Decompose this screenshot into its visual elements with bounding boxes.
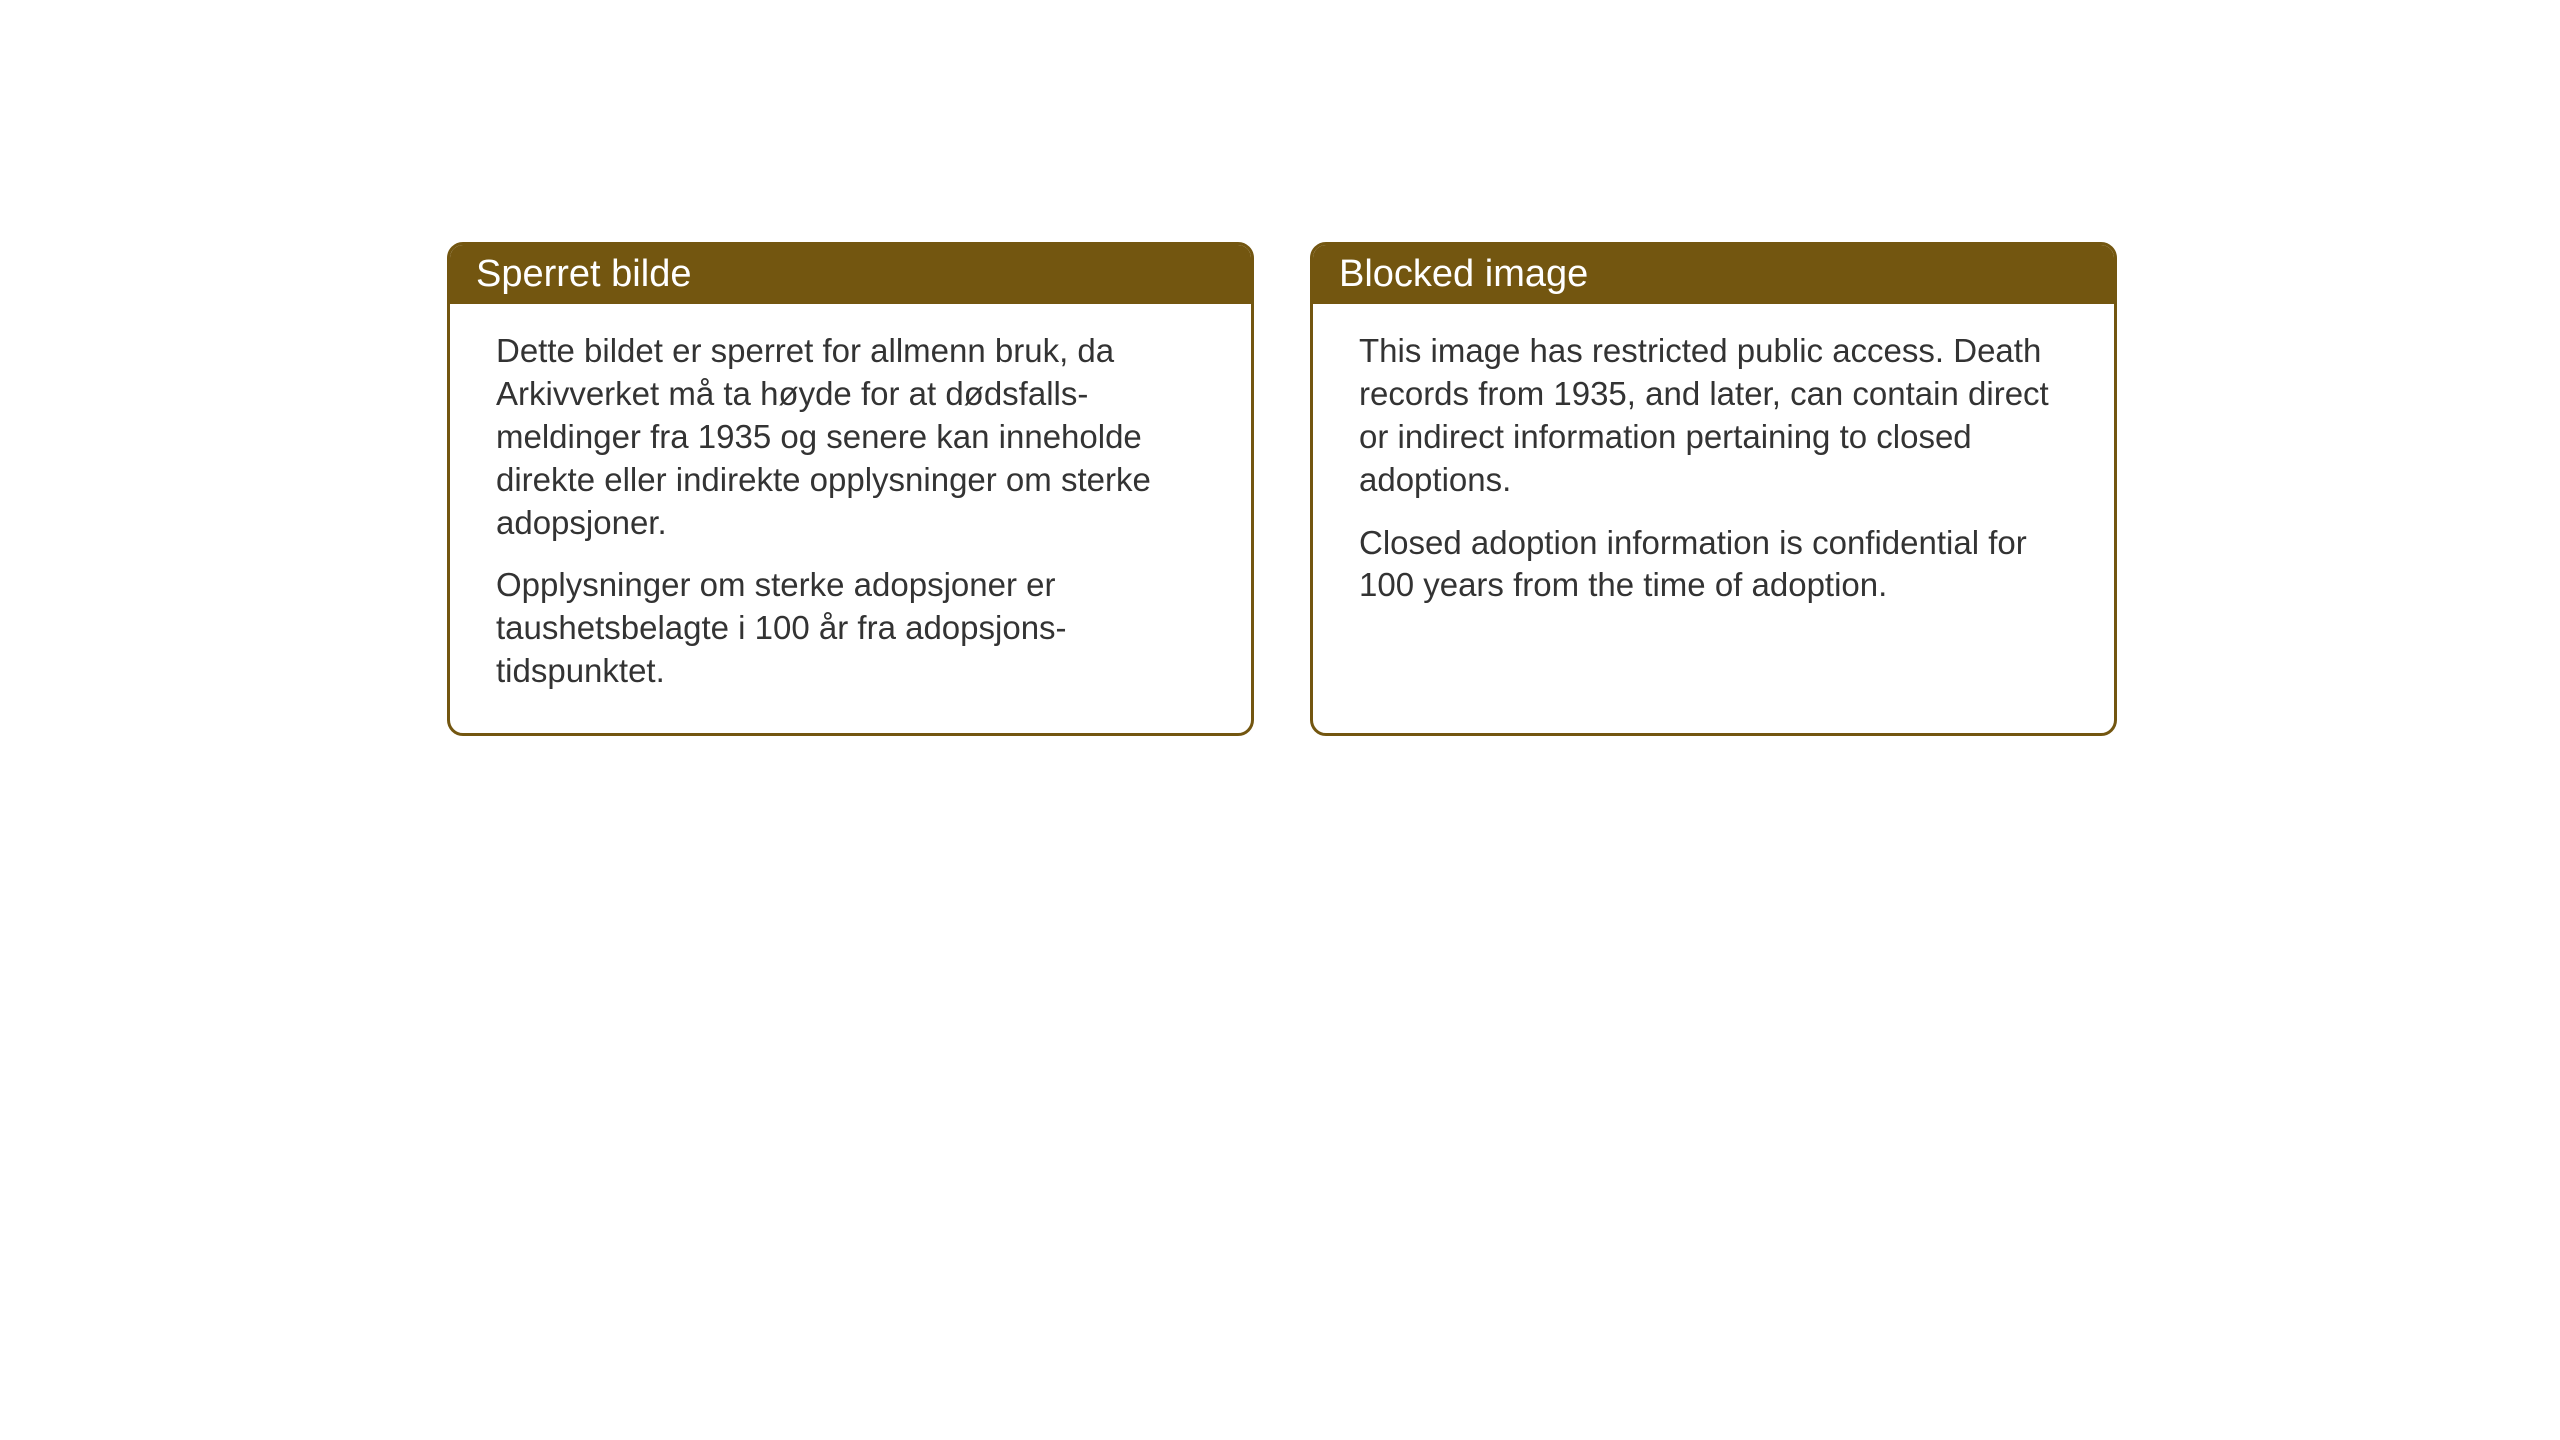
norwegian-card-title: Sperret bilde (450, 245, 1251, 304)
english-notice-card: Blocked image This image has restricted … (1310, 242, 2117, 736)
norwegian-card-body: Dette bildet er sperret for allmenn bruk… (450, 304, 1251, 733)
notice-container: Sperret bilde Dette bildet er sperret fo… (447, 242, 2117, 736)
norwegian-paragraph-2: Opplysninger om sterke adopsjoner er tau… (496, 564, 1205, 693)
english-paragraph-1: This image has restricted public access.… (1359, 330, 2068, 502)
norwegian-notice-card: Sperret bilde Dette bildet er sperret fo… (447, 242, 1254, 736)
english-paragraph-2: Closed adoption information is confident… (1359, 522, 2068, 608)
norwegian-paragraph-1: Dette bildet er sperret for allmenn bruk… (496, 330, 1205, 544)
english-card-title: Blocked image (1313, 245, 2114, 304)
english-card-body: This image has restricted public access.… (1313, 304, 2114, 647)
